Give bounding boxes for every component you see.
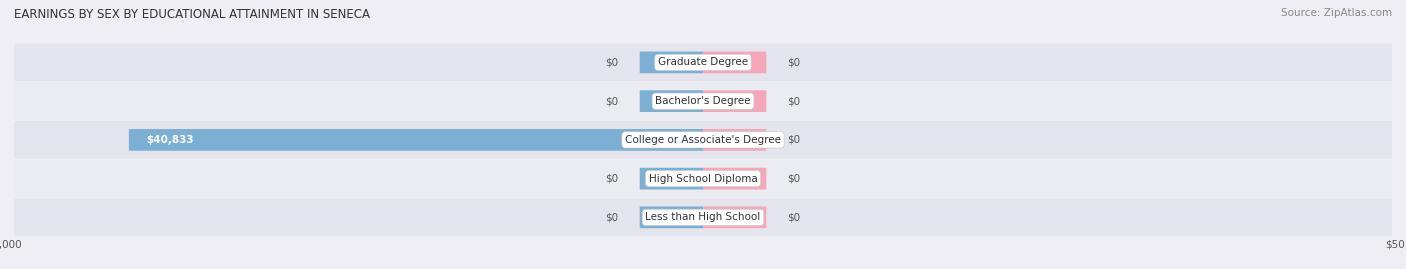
Text: $0: $0 bbox=[606, 96, 619, 106]
FancyBboxPatch shape bbox=[640, 207, 703, 228]
FancyBboxPatch shape bbox=[14, 199, 1392, 236]
FancyBboxPatch shape bbox=[640, 168, 703, 189]
Text: $0: $0 bbox=[787, 57, 800, 68]
FancyBboxPatch shape bbox=[640, 52, 703, 73]
FancyBboxPatch shape bbox=[703, 129, 766, 151]
FancyBboxPatch shape bbox=[703, 168, 766, 189]
Text: $0: $0 bbox=[787, 174, 800, 184]
Text: Less than High School: Less than High School bbox=[645, 212, 761, 222]
Text: $40,833: $40,833 bbox=[146, 135, 194, 145]
FancyBboxPatch shape bbox=[640, 90, 703, 112]
Text: High School Diploma: High School Diploma bbox=[648, 174, 758, 184]
FancyBboxPatch shape bbox=[14, 44, 1392, 81]
Text: Graduate Degree: Graduate Degree bbox=[658, 57, 748, 68]
Text: EARNINGS BY SEX BY EDUCATIONAL ATTAINMENT IN SENECA: EARNINGS BY SEX BY EDUCATIONAL ATTAINMEN… bbox=[14, 8, 370, 21]
Text: College or Associate's Degree: College or Associate's Degree bbox=[626, 135, 780, 145]
FancyBboxPatch shape bbox=[14, 121, 1392, 159]
Text: Source: ZipAtlas.com: Source: ZipAtlas.com bbox=[1281, 8, 1392, 18]
FancyBboxPatch shape bbox=[14, 82, 1392, 120]
FancyBboxPatch shape bbox=[14, 160, 1392, 197]
Text: $0: $0 bbox=[787, 96, 800, 106]
Text: Bachelor's Degree: Bachelor's Degree bbox=[655, 96, 751, 106]
Text: $0: $0 bbox=[606, 57, 619, 68]
FancyBboxPatch shape bbox=[129, 129, 703, 151]
Text: $0: $0 bbox=[606, 174, 619, 184]
Text: $0: $0 bbox=[787, 135, 800, 145]
FancyBboxPatch shape bbox=[703, 90, 766, 112]
Text: $0: $0 bbox=[606, 212, 619, 222]
Text: $0: $0 bbox=[787, 212, 800, 222]
FancyBboxPatch shape bbox=[703, 52, 766, 73]
FancyBboxPatch shape bbox=[703, 207, 766, 228]
